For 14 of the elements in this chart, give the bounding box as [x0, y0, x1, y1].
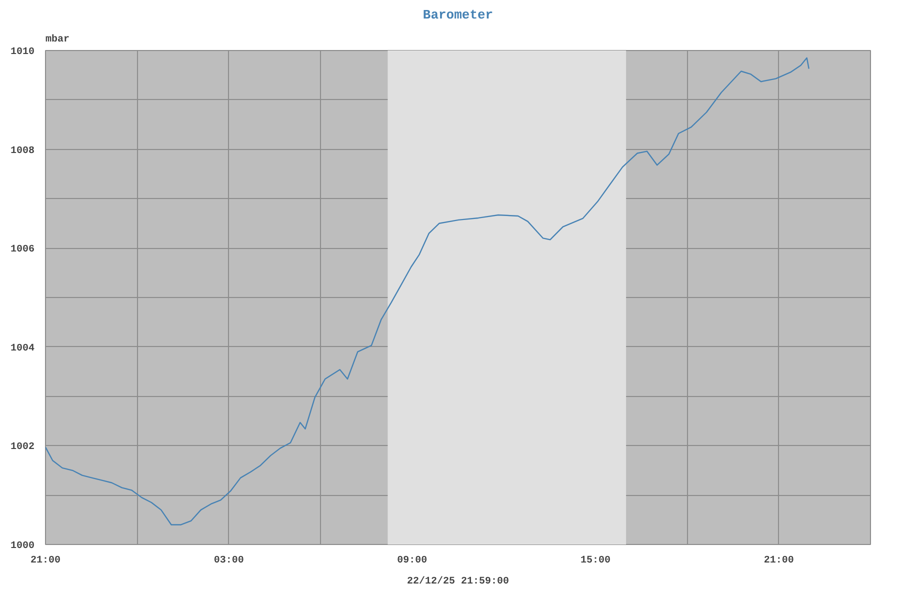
y-tick-label: 1008 [10, 146, 35, 157]
x-tick-label: 15:00 [580, 556, 611, 566]
y-tick-label: 1004 [10, 343, 35, 354]
chart-title: Barometer [422, 8, 494, 22]
x-tick-label: 09:00 [397, 556, 428, 566]
y-tick-label: 1010 [10, 47, 35, 58]
y-tick-label: 1006 [10, 244, 35, 256]
x-tick-label: 21:00 [30, 556, 61, 566]
y-tick-label: 1000 [10, 541, 35, 552]
y-tick-label: 1002 [10, 442, 35, 454]
x-tick-label: 03:00 [214, 556, 244, 566]
text: 22/12/25 21:59:00 [406, 576, 510, 588]
x-tick-label: 21:00 [764, 556, 794, 566]
y-axis-title: mbar [46, 34, 70, 46]
